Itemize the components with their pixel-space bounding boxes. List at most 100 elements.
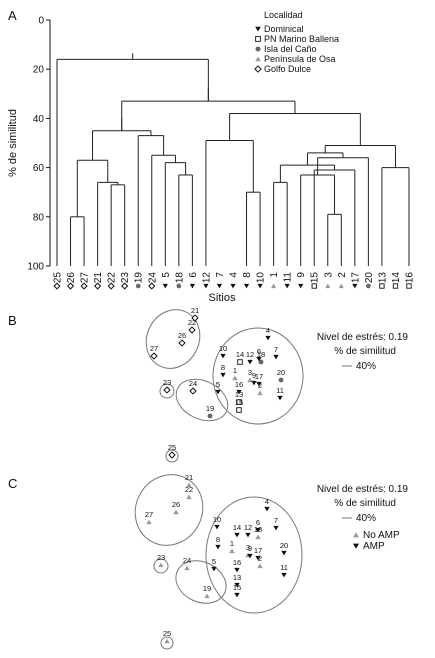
nmds-point: 4: [264, 497, 270, 512]
point-marker: [215, 544, 221, 550]
leaf-marker: [230, 283, 236, 289]
point-label: 27: [150, 344, 158, 353]
point-marker: [256, 381, 262, 387]
point-label: 3: [248, 368, 252, 377]
nmds-point: 9: [251, 371, 257, 386]
leaf-label: 24: [147, 272, 158, 284]
leaf-label: 18: [174, 272, 185, 284]
point-marker: [265, 335, 271, 341]
point-marker: [207, 413, 213, 419]
leaf-labels: 25 26 27 21 22 23 19 24 5 18 6 12 7 4 8 10 1 11 9 15 3 2 17 20 1…: [53, 272, 416, 284]
y-tick-label: 20: [33, 65, 45, 76]
point-label: 17: [254, 546, 262, 555]
nmds-point: 14: [236, 350, 244, 365]
point-marker: [189, 387, 197, 395]
point-marker: [150, 352, 158, 360]
contour-legend-label: 40%: [356, 361, 376, 372]
contour-23: [153, 558, 169, 574]
point-marker: [214, 524, 220, 530]
legend-marker: [353, 543, 359, 549]
leaf-label: 20: [364, 272, 375, 284]
point-label: 18: [257, 350, 265, 359]
leaf-markers: [53, 282, 412, 290]
nmds-point: 24: [189, 379, 197, 395]
nmds-point: 22: [188, 318, 196, 334]
leaf-marker: [379, 283, 385, 289]
leaf-label: 21: [93, 272, 104, 284]
point-label: 23: [157, 553, 165, 562]
stress-label: Nivel de estrés: 0.19: [317, 484, 409, 495]
point-label: 1: [230, 539, 234, 548]
legend-label: Península de Osa: [264, 54, 336, 64]
leaf-label: 4: [229, 272, 240, 278]
leaf-marker: [406, 283, 412, 289]
leaf-marker: [66, 282, 75, 290]
nmds-point: 6: [256, 347, 262, 362]
nmds-point: 19: [206, 404, 214, 419]
leaf-label: 9: [296, 272, 307, 278]
y-tick-label: 60: [33, 163, 45, 174]
legend-marker: [255, 36, 261, 42]
leaf-marker: [271, 283, 277, 289]
point-label: 26: [178, 331, 186, 340]
leaf-marker: [94, 282, 102, 290]
legend-marker: [255, 46, 261, 52]
y-tick-label: 40: [33, 114, 45, 125]
point-marker: [273, 525, 279, 531]
leaf-label: 8: [242, 272, 253, 278]
similarity-contours: [145, 309, 304, 463]
leaf-marker: [107, 282, 115, 290]
point-marker: [281, 550, 287, 556]
leaf-label: 15: [310, 272, 321, 284]
contour-golfo-dulce: [145, 309, 201, 369]
point-marker: [251, 380, 257, 386]
point-marker: [247, 377, 253, 383]
point-label: 6: [256, 518, 260, 527]
point-label: 18: [254, 525, 262, 534]
nmds-point: 14: [233, 523, 241, 538]
point-marker: [188, 326, 196, 334]
point-marker: [245, 532, 251, 538]
point-label: 21: [191, 306, 199, 315]
point-label: 11: [276, 386, 284, 395]
point-label: 4: [265, 497, 269, 506]
legend-marker: [255, 56, 261, 62]
point-label: 12: [246, 350, 254, 359]
point-marker: [281, 572, 287, 578]
legend-marker: [353, 532, 359, 538]
leaf-marker: [162, 283, 168, 289]
nmds-point: 13: [233, 573, 241, 588]
point-label: 15: [233, 583, 241, 592]
legend-label: Isla del Caño: [264, 44, 317, 54]
leaf-label: 19: [134, 272, 145, 284]
point-label: 14: [233, 523, 241, 532]
leaf-label: 6: [188, 272, 199, 278]
leaf-marker: [203, 283, 209, 289]
point-marker: [173, 509, 179, 515]
point-marker: [236, 407, 242, 413]
y-axis-label: % de similitud: [7, 109, 19, 177]
point-label: 13: [235, 390, 243, 399]
point-label: 10: [213, 515, 221, 524]
leaf-marker: [352, 283, 358, 289]
point-marker: [234, 592, 240, 598]
leaf-marker: [257, 283, 263, 289]
leaf-marker: [80, 282, 88, 290]
leaf-label: 5: [161, 272, 172, 278]
legend-marker: [254, 65, 262, 73]
nmds-point: 11: [276, 386, 284, 401]
nmds-point: 27: [145, 510, 153, 525]
point-label: 11: [280, 563, 288, 572]
point-label: 20: [277, 368, 285, 377]
nmds-point: 15: [235, 398, 243, 413]
nmds-point: 12: [246, 350, 254, 365]
nmds-point: 19: [203, 584, 211, 599]
similarity-label: % de similitud: [334, 498, 396, 509]
leaf-marker: [338, 283, 344, 289]
point-marker: [236, 399, 242, 405]
nmds-point: 7: [273, 345, 279, 360]
nmds-point: 11: [280, 563, 288, 578]
nmds-point: 7: [273, 516, 279, 531]
